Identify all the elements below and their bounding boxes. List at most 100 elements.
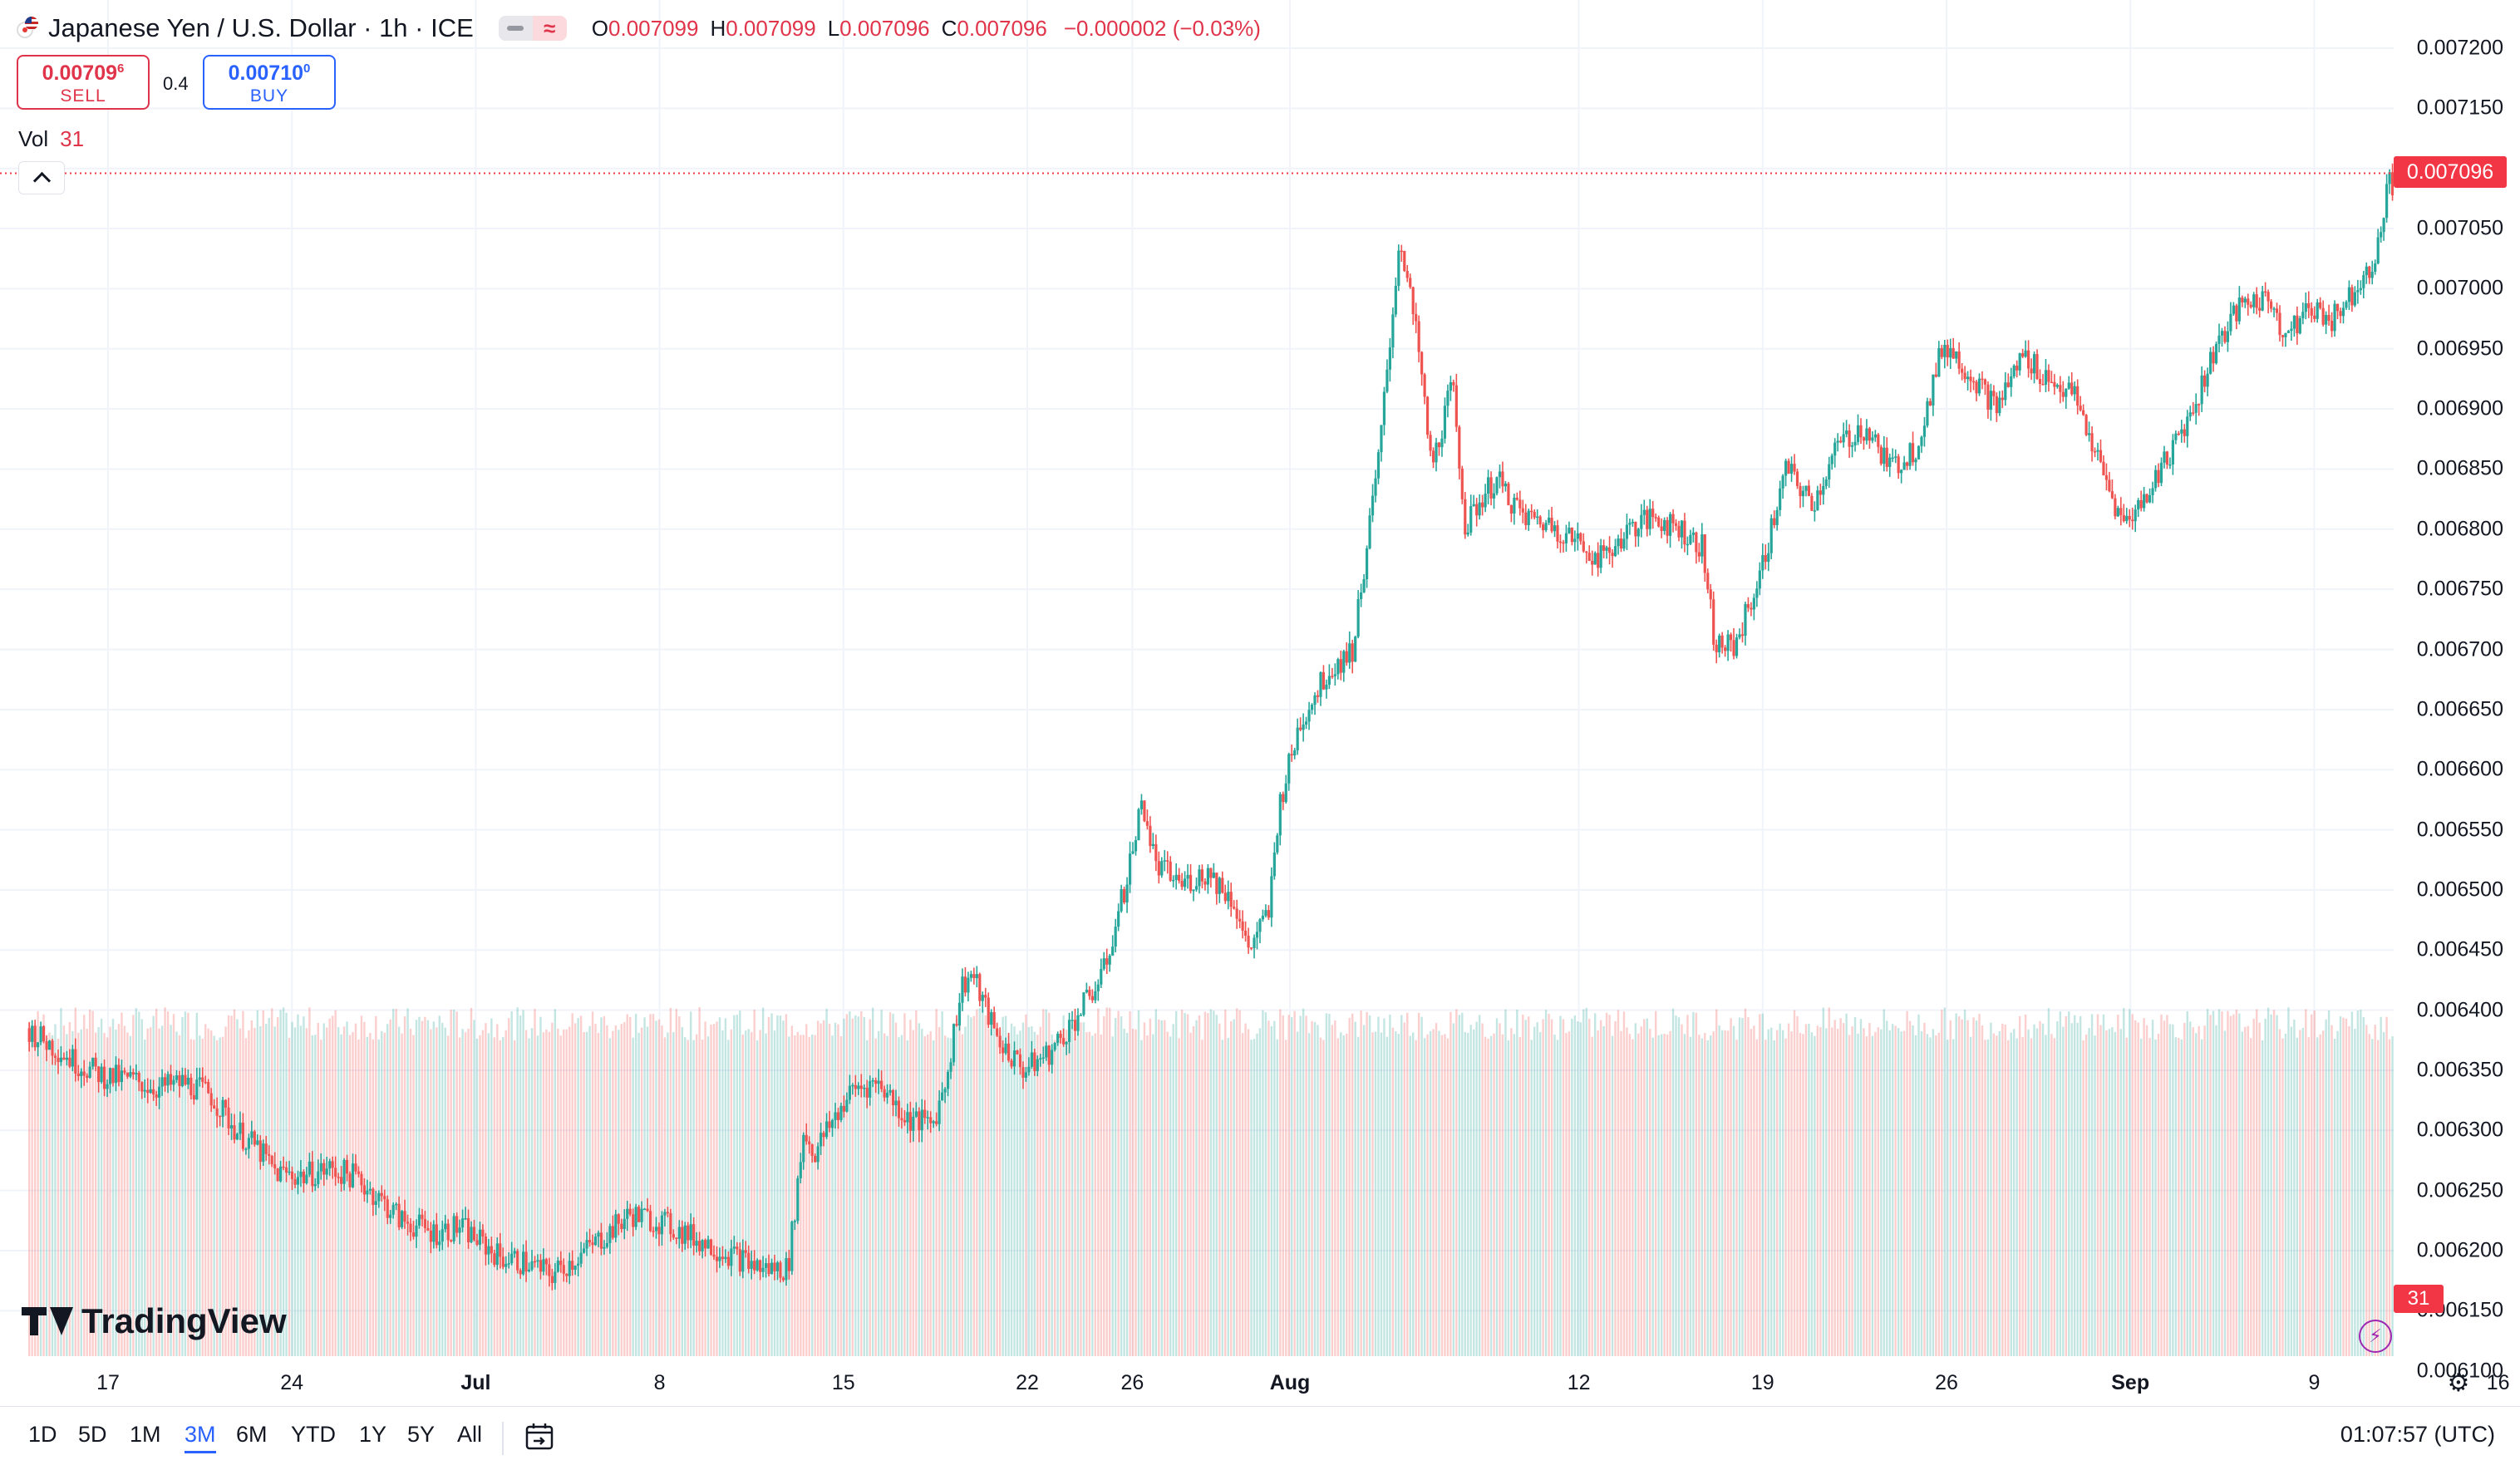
volume-bar <box>1455 1009 1458 1356</box>
volume-bar <box>1091 1035 1094 1356</box>
volume-bar <box>1966 1020 1969 1356</box>
candle-body <box>1010 1060 1013 1067</box>
lightning-icon[interactable]: ⚡ <box>2359 1320 2392 1353</box>
volume-bar <box>2299 1030 2301 1356</box>
symbol-title[interactable]: Japanese Yen / U.S. Dollar · 1h · ICE <box>48 13 474 42</box>
candle-body <box>698 1241 701 1251</box>
volume-bar <box>906 1040 909 1356</box>
volume-bar <box>2223 1030 2227 1356</box>
candle-body <box>687 1225 690 1241</box>
candle-body <box>1243 931 1248 937</box>
candle-body <box>493 1253 496 1266</box>
candle-body <box>2223 331 2227 342</box>
volume-bar <box>2070 1023 2073 1356</box>
candle-body <box>37 1042 40 1048</box>
candle-body <box>2139 499 2143 509</box>
price-axis[interactable]: 0.0072000.0071500.0071000.0070500.007000… <box>2394 0 2520 1383</box>
candle-body <box>76 1073 80 1077</box>
range-button-6m[interactable]: 6M <box>236 1422 268 1447</box>
range-button-3m[interactable]: 3M <box>185 1422 216 1453</box>
volume-bar <box>1056 1040 1059 1356</box>
candle-body <box>2180 429 2183 434</box>
volume-bar <box>794 1035 796 1356</box>
candle-body <box>2292 315 2296 329</box>
volume-bar <box>681 1027 683 1356</box>
candle-body <box>1966 376 1970 380</box>
range-button-1y[interactable]: 1Y <box>359 1422 387 1447</box>
collapse-legend-button[interactable] <box>18 161 65 194</box>
price-tick-label: 0.006300 <box>2416 1118 2503 1142</box>
volume-bar <box>828 1023 831 1356</box>
chart-pane[interactable] <box>0 0 2394 1356</box>
volume-bar <box>2041 1023 2045 1356</box>
candle-body <box>773 1262 776 1271</box>
candle-body <box>1016 1050 1019 1055</box>
candle-body <box>808 1141 811 1144</box>
range-button-all[interactable]: All <box>457 1422 483 1447</box>
volume-bar <box>273 1026 276 1356</box>
candle-body <box>53 1055 57 1058</box>
range-button-1d[interactable]: 1D <box>28 1422 57 1447</box>
volume-bar <box>1963 1010 1966 1356</box>
candle-body <box>2220 331 2224 336</box>
range-button-5y[interactable]: 5Y <box>407 1422 436 1447</box>
volume-bar <box>1510 1028 1513 1356</box>
candle-body <box>82 1071 86 1076</box>
candle-body <box>2099 450 2103 462</box>
candle-body <box>582 1248 586 1253</box>
market-closed-icon <box>498 16 533 41</box>
utc-clock[interactable]: 01:07:57 (UTC) <box>2340 1422 2495 1447</box>
candle-body <box>759 1260 762 1272</box>
volume-bar <box>1622 1011 1626 1356</box>
candle-body <box>1125 884 1129 903</box>
market-status-pill[interactable]: ≈ <box>498 16 567 41</box>
volume-bar <box>1053 1040 1056 1356</box>
candle-body <box>975 974 978 979</box>
candle-body <box>325 1168 328 1175</box>
volume-bar <box>554 1009 557 1356</box>
candle-body <box>559 1261 563 1266</box>
candle-body <box>1799 485 1802 497</box>
volume-bar <box>1129 1011 1131 1356</box>
buy-label: BUY <box>249 86 289 106</box>
candle-body <box>2194 404 2198 413</box>
candle-body <box>530 1261 534 1270</box>
volume-bar <box>1137 1010 1140 1356</box>
candlestick-chart[interactable] <box>0 0 2394 1356</box>
candle-body <box>417 1214 421 1226</box>
volume-bar <box>1438 1030 1440 1356</box>
volume-bar <box>1726 1030 1730 1356</box>
volume-bar <box>2053 1038 2056 1356</box>
settings-gear-icon[interactable]: ⚙ <box>2447 1369 2470 1397</box>
tradingview-logo[interactable]: TradingView <box>22 1301 287 1341</box>
range-button-ytd[interactable]: YTD <box>291 1422 336 1447</box>
candle-body <box>475 1240 479 1245</box>
volume-bar <box>1851 1026 1853 1356</box>
volume-bar <box>1698 1035 1701 1356</box>
candle-body <box>1180 880 1184 887</box>
candle-body <box>2035 354 2039 379</box>
volume-bar <box>109 1026 111 1356</box>
volume-bar <box>473 1020 475 1356</box>
buy-price: 0.007100 <box>204 61 334 86</box>
volume-bar <box>1779 1023 1781 1356</box>
volume-bar <box>452 1010 455 1356</box>
volume-bar <box>314 1035 317 1356</box>
candle-body <box>1472 504 1475 507</box>
caret-up-icon <box>32 171 51 189</box>
volume-bar <box>187 1012 189 1356</box>
volume-bar <box>1322 1040 1325 1356</box>
volume-bar <box>1831 1027 1833 1356</box>
buy-button[interactable]: 0.007100 BUY <box>203 55 336 110</box>
candle-body <box>1819 490 1822 495</box>
sell-button[interactable]: 0.007096 SELL <box>17 55 150 110</box>
volume-bar <box>2079 1015 2082 1356</box>
calendar-goto-icon[interactable] <box>524 1420 557 1453</box>
volume-legend[interactable]: Vol 31 <box>18 126 84 152</box>
volume-bar <box>1957 1016 1961 1356</box>
range-button-1m[interactable]: 1M <box>130 1422 161 1447</box>
volume-bar <box>1853 1016 1857 1356</box>
candle-body <box>548 1264 551 1276</box>
range-button-5d[interactable]: 5D <box>78 1422 107 1447</box>
candle-body <box>571 1261 574 1271</box>
